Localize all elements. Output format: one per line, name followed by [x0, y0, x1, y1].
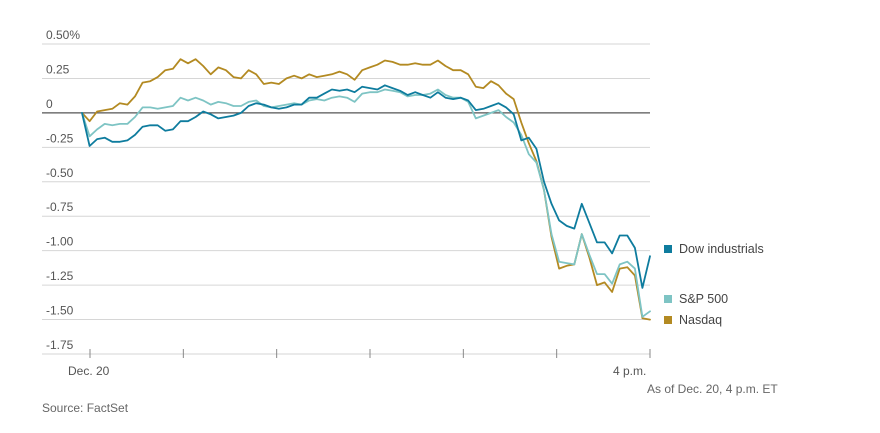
x-tick-label-start: Dec. 20	[68, 364, 110, 378]
y-tick-labels: 0.50% 0.25 0 -0.25 -0.50 -0.75 -1.00 -1.25 -1.50…	[46, 28, 80, 352]
legend: Dow industrials S&P 500 Nasdaq	[664, 242, 764, 327]
series-line-dow	[81, 84, 651, 289]
y-tick-label: 0.50%	[46, 28, 80, 42]
gridlines	[42, 43, 650, 355]
y-tick-label: -1.00	[46, 235, 74, 249]
legend-label-nasdaq: Nasdaq	[679, 313, 722, 327]
y-tick-label: -1.75	[46, 338, 74, 352]
source-note: Source: FactSet	[42, 401, 129, 415]
y-tick-label: -0.50	[46, 166, 74, 180]
x-axis: Dec. 20 4 p.m.	[68, 349, 651, 378]
legend-swatch-dow	[664, 245, 672, 253]
y-tick-label: -0.75	[46, 200, 74, 214]
y-tick-label: 0	[46, 97, 53, 111]
y-tick-label: -0.25	[46, 131, 74, 145]
y-tick-label: -1.25	[46, 269, 74, 283]
y-tick-label: 0.25	[46, 62, 70, 76]
series-line-sp500	[81, 88, 651, 318]
x-tick-label-end: 4 p.m.	[613, 364, 646, 378]
as-of-note: As of Dec. 20, 4 p.m. ET	[647, 382, 778, 396]
series-line-nasdaq	[81, 58, 651, 321]
legend-label-sp500: S&P 500	[679, 292, 728, 306]
y-tick-label: -1.50	[46, 304, 74, 318]
legend-swatch-sp500	[664, 295, 672, 303]
legend-swatch-nasdaq	[664, 316, 672, 324]
legend-label-dow: Dow industrials	[679, 242, 764, 256]
series-lines	[81, 58, 651, 321]
